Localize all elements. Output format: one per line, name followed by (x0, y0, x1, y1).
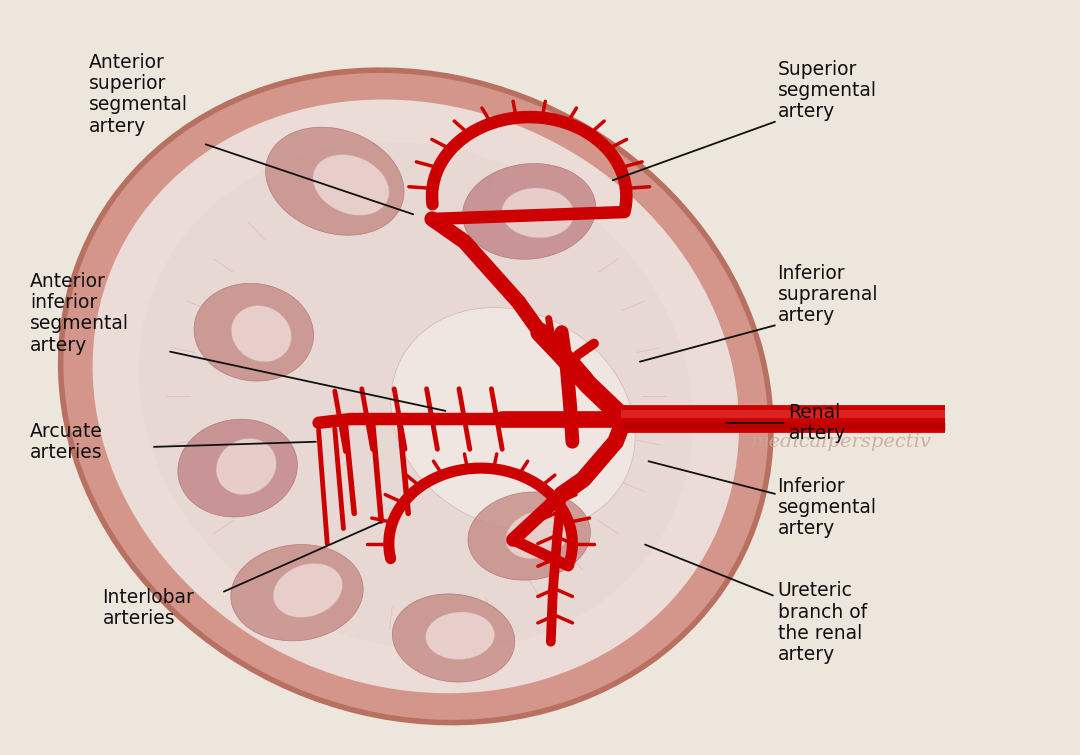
Text: Renal
artery: Renal artery (788, 402, 846, 443)
Ellipse shape (391, 307, 635, 531)
Ellipse shape (138, 142, 693, 651)
Text: Inferior
segmental
artery: Inferior segmental artery (778, 476, 877, 538)
Text: Superior
segmental
artery: Superior segmental artery (778, 60, 877, 122)
Ellipse shape (426, 612, 495, 660)
Ellipse shape (216, 439, 276, 495)
Ellipse shape (501, 188, 575, 238)
Ellipse shape (231, 544, 363, 641)
Ellipse shape (231, 306, 292, 362)
Text: Arcuate
arteries: Arcuate arteries (30, 421, 103, 462)
Ellipse shape (468, 492, 591, 580)
Ellipse shape (93, 100, 739, 693)
Text: Inferior
suprarenal
artery: Inferior suprarenal artery (778, 263, 878, 325)
Ellipse shape (60, 70, 771, 723)
Text: medicalperspectiv: medicalperspectiv (751, 433, 931, 451)
Ellipse shape (313, 155, 389, 215)
Text: Interlobar
arteries: Interlobar arteries (103, 587, 194, 628)
Ellipse shape (462, 164, 596, 259)
Text: Ureteric
branch of
the renal
artery: Ureteric branch of the renal artery (778, 581, 867, 664)
Ellipse shape (505, 510, 570, 559)
Text: Anterior
superior
segmental
artery: Anterior superior segmental artery (89, 53, 188, 136)
Ellipse shape (266, 127, 404, 236)
Ellipse shape (273, 563, 342, 618)
Ellipse shape (392, 594, 515, 682)
Text: Anterior
inferior
segmental
artery: Anterior inferior segmental artery (30, 272, 130, 355)
Ellipse shape (194, 283, 313, 381)
Ellipse shape (178, 419, 297, 517)
